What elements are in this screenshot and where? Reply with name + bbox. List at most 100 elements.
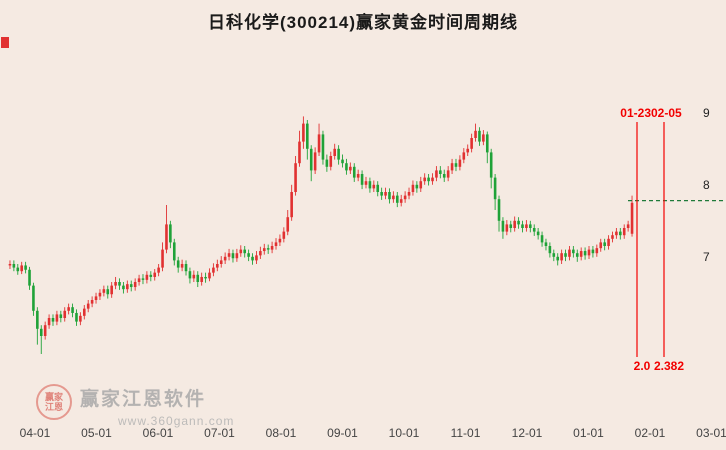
candle-body (454, 163, 458, 167)
candle-body (200, 276, 203, 282)
candle-body (82, 308, 86, 316)
candle-body (572, 249, 575, 254)
candle-body (376, 184, 380, 192)
candle-body (20, 265, 23, 272)
candle-body (372, 184, 376, 189)
candle-body (55, 314, 59, 322)
candle-body (212, 267, 215, 273)
candle-body (579, 251, 583, 257)
candle-body (399, 199, 403, 203)
candle-body (313, 152, 317, 171)
x-axis-label: 05-01 (81, 426, 112, 440)
brand-seal-icon: 赢家 江恩 (36, 384, 72, 420)
candle-body (294, 163, 297, 192)
candle-body (317, 134, 321, 153)
candle-body (282, 231, 286, 239)
candle-body (239, 249, 243, 254)
candle-body (141, 278, 145, 280)
candle-body (90, 300, 94, 304)
cycle-date-label: 02-05 (651, 106, 682, 120)
candle-body (302, 123, 305, 142)
candle-body (446, 170, 450, 178)
candle-body (161, 249, 164, 268)
x-axis-label: 04-01 (20, 426, 51, 440)
candle-body (298, 141, 301, 164)
candle-body (243, 249, 247, 254)
x-axis-label: 10-01 (389, 426, 420, 440)
candle-body (216, 264, 219, 268)
candle-body (43, 325, 47, 336)
candle-body (16, 267, 20, 272)
candle-body (79, 315, 82, 322)
candle-body (102, 289, 106, 293)
candle-body (388, 192, 391, 200)
candle-body (208, 272, 211, 279)
candle-body (564, 253, 567, 257)
candle-body (24, 265, 27, 270)
candle-body (345, 163, 348, 171)
candle-body (525, 224, 528, 228)
candle-body (415, 184, 419, 189)
candle-body (435, 170, 438, 178)
candle-body (94, 296, 98, 300)
candle-body (552, 253, 556, 257)
candle-body (583, 251, 587, 256)
candle-body (98, 292, 102, 297)
candle-body (544, 242, 548, 246)
x-axis-label: 09-01 (327, 426, 358, 440)
candle-body (630, 202, 634, 234)
candle-body (137, 278, 141, 282)
candle-body (278, 238, 282, 243)
candle-body (392, 195, 395, 200)
candle-body (63, 310, 67, 318)
candle-body (364, 181, 368, 185)
candle-body (427, 177, 430, 182)
candle-body (306, 123, 309, 149)
candle-body (106, 289, 110, 295)
candle-body (380, 192, 383, 196)
candle-body (509, 224, 513, 228)
candle-body (419, 181, 423, 189)
cycle-ratio-label: 2.382 (654, 359, 684, 373)
candle-body (270, 246, 274, 250)
candle-body (51, 318, 55, 322)
candle-body (384, 192, 387, 196)
candle-body (513, 220, 516, 228)
candle-body (12, 264, 16, 268)
candle-body (568, 249, 571, 257)
candle-body (259, 251, 262, 256)
candle-body (165, 224, 168, 250)
candle-body (517, 220, 520, 225)
candle-body (188, 271, 192, 279)
candle-body (626, 224, 630, 228)
candle-body (411, 184, 415, 192)
candle-body (611, 235, 614, 239)
candle-body (485, 134, 489, 153)
candle-body (360, 174, 364, 185)
candle-body (622, 228, 626, 236)
candle-body (403, 195, 407, 200)
candle-body (450, 163, 454, 171)
candle-body (184, 264, 188, 272)
candle-body (169, 224, 172, 243)
chart-title: 日科化学(300214)赢家黄金时间周期线 (207, 13, 519, 32)
candle-body (540, 235, 544, 243)
candle-body (255, 255, 258, 261)
candle-body (86, 303, 90, 309)
candle-body (595, 248, 599, 254)
candle-body (466, 148, 470, 153)
candle-body (349, 166, 352, 171)
x-axis-label: 02-01 (635, 426, 666, 440)
x-axis-label: 08-01 (266, 426, 297, 440)
candle-body (474, 130, 477, 138)
candle-body (560, 253, 563, 261)
x-axis-label: 03-01 (696, 426, 726, 440)
candle-body (615, 231, 618, 236)
candle-body (129, 284, 133, 288)
cycle-date-label: 01-23 (620, 106, 651, 120)
candle-body (619, 231, 622, 236)
y-axis-label: 9 (703, 106, 710, 120)
candle-body (325, 159, 329, 167)
candle-body (204, 276, 207, 279)
